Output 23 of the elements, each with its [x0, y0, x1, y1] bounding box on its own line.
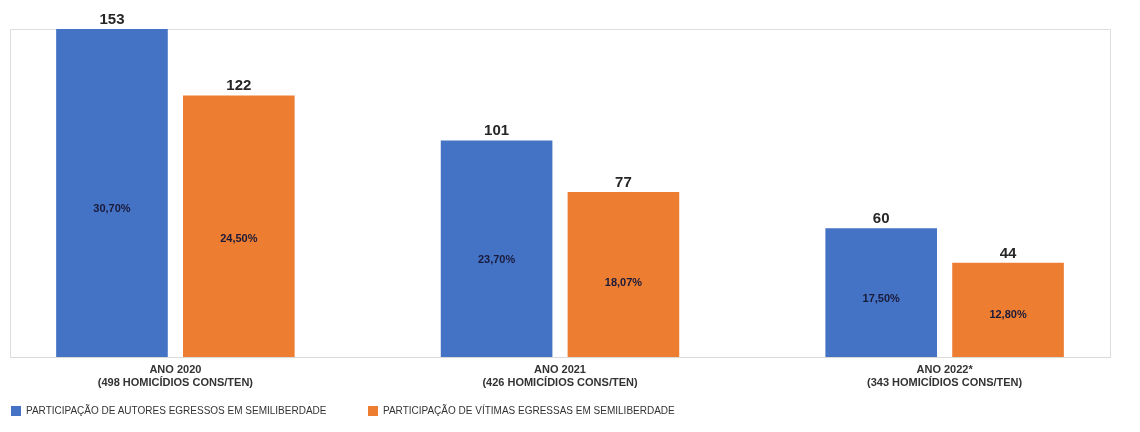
bar	[183, 95, 295, 357]
data-label: 77	[615, 172, 632, 190]
legend-label: PARTICIPAÇÃO DE AUTORES EGRESSOS EM SEMILIBERDADE	[26, 404, 327, 416]
data-label: 44	[999, 243, 1018, 261]
x-tick-label: ANO 2021 (426 HOMICÍDIOS CONS/TEN)	[482, 362, 638, 388]
bar	[440, 140, 553, 357]
annotation: 18,07%	[604, 275, 643, 288]
annotation: 23,70%	[477, 252, 516, 265]
annotation: 30,70%	[93, 202, 131, 215]
annotation: 12,80%	[989, 307, 1027, 320]
bar	[567, 191, 680, 357]
bar	[825, 228, 937, 357]
annotation: 24,50%	[220, 232, 258, 245]
legend-label: PARTICIPAÇÃO DE VÍTIMAS EGRESSAS EM SEMILIBERDADE	[383, 404, 676, 416]
x-tick-label: ANO 2022* (343 HOMICÍDIOS CONS/TEN)	[866, 362, 1023, 388]
annotation: 17,50%	[862, 292, 901, 305]
bar	[56, 29, 168, 357]
bar	[952, 262, 1064, 357]
data-label: 60	[872, 209, 890, 227]
data-label: 122	[226, 76, 252, 94]
x-tick-label: ANO 2020 (498 HOMICÍDIOS CONS/TEN)	[97, 362, 254, 388]
data-label: 153	[99, 10, 125, 27]
data-label: 101	[484, 121, 510, 139]
